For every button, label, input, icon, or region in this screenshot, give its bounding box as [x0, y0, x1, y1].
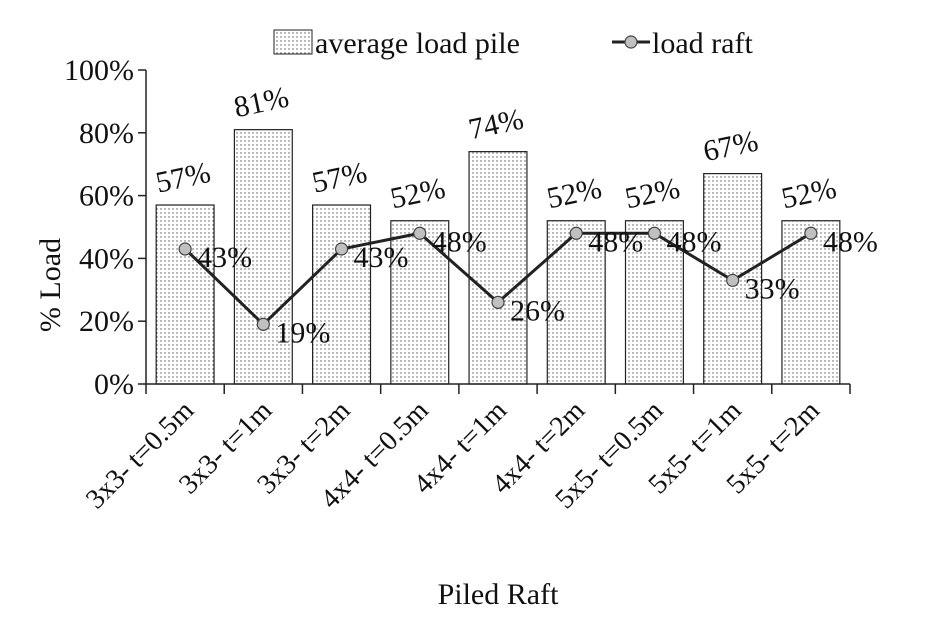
bar-data-label: 52%	[622, 172, 683, 216]
line-data-label: 48%	[588, 225, 643, 258]
bar-data-label: 81%	[231, 81, 292, 125]
y-tick-label: 40%	[79, 242, 134, 275]
legend-bar-swatch	[273, 29, 313, 55]
line-point	[726, 273, 740, 287]
bar-data-label: 52%	[544, 172, 605, 216]
bar	[468, 151, 528, 385]
bar-data-label: 52%	[387, 172, 448, 216]
bar	[312, 204, 372, 385]
x-tick-label: 3x3- t=0.5m	[80, 395, 200, 515]
legend-line-marker	[624, 35, 638, 49]
y-tick-label: 20%	[79, 305, 134, 338]
line-point	[256, 317, 270, 331]
line-data-label: 26%	[510, 294, 565, 327]
line-data-labels: 43% 19% 43% 48% 26% 48% 48% 33% 48%	[197, 225, 878, 349]
bar-series	[155, 129, 841, 385]
bar	[155, 204, 215, 385]
line-data-label: 48%	[823, 225, 878, 258]
line-data-label: 19%	[275, 316, 330, 349]
bar-data-labels: 57% 81% 57% 52% 74% 52% 52% 67% 52%	[153, 81, 839, 216]
y-tick-label: 0%	[94, 368, 134, 401]
line-data-label: 48%	[666, 225, 721, 258]
line-point	[804, 226, 818, 240]
line-data-label: 48%	[432, 225, 487, 258]
legend-line-label: load raft	[652, 27, 753, 60]
bar	[624, 220, 684, 385]
bar-data-label: 52%	[779, 172, 840, 216]
bar-data-label: 57%	[153, 156, 214, 200]
y-tick-label: 100%	[64, 54, 134, 87]
bar	[546, 220, 606, 385]
y-axis-title: % Load	[34, 238, 67, 332]
bar-data-label: 57%	[309, 156, 370, 200]
y-tick-label: 80%	[79, 117, 134, 150]
bar-data-label: 67%	[700, 124, 761, 168]
line-point	[334, 242, 349, 256]
legend-bar-label: average load pile	[315, 27, 520, 60]
line-point	[569, 226, 583, 240]
line-point	[413, 226, 427, 240]
bar-data-label: 74%	[466, 102, 527, 146]
line-point	[491, 295, 505, 309]
line-point	[178, 242, 192, 256]
line-data-label: 43%	[354, 241, 409, 274]
y-tick-label: 60%	[79, 180, 134, 213]
bar	[390, 220, 450, 385]
y-axis: 0% 20% 40% 60% 80% 100%	[64, 54, 147, 401]
x-axis-title: Piled Raft	[438, 578, 559, 611]
line-point	[647, 226, 662, 240]
bar	[781, 220, 841, 385]
bar	[233, 129, 293, 385]
line-series	[178, 226, 818, 331]
line-data-label: 33%	[745, 272, 800, 305]
line-data-label: 43%	[197, 241, 252, 274]
legend: average load pile load raft	[273, 27, 753, 60]
